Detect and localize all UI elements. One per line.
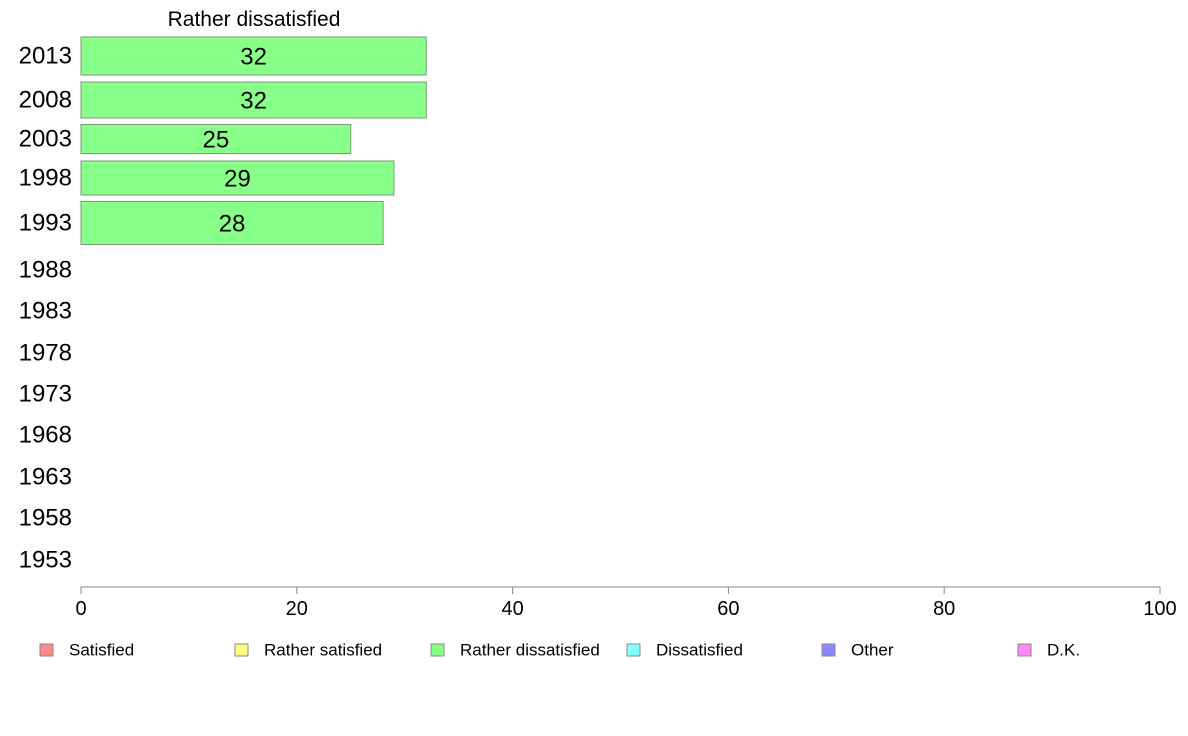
panel-title: Rather dissatisfied xyxy=(168,8,341,31)
legend-item-3: Rather dissatisfied xyxy=(430,641,600,660)
legend-label: Satisfied xyxy=(69,641,134,660)
x-tick-label-20: 20 xyxy=(286,598,308,620)
legend-item-1: Satisfied xyxy=(39,641,134,660)
legend-item-2: Rather satisfied xyxy=(234,641,382,660)
category-label-2003: 2003 xyxy=(19,126,72,153)
data-label-2013: 32 xyxy=(240,44,267,71)
legend-label: Other xyxy=(851,641,894,660)
data-label-1998: 29 xyxy=(224,166,251,193)
legend-swatch xyxy=(430,643,445,657)
category-label-2008: 2008 xyxy=(19,87,72,114)
legend-swatch xyxy=(626,643,641,657)
legend-item-5: Other xyxy=(821,641,894,660)
category-label-2013: 2013 xyxy=(19,43,72,70)
legend-swatch xyxy=(234,643,249,657)
x-tick-label-60: 60 xyxy=(717,598,739,620)
category-label-1958: 1958 xyxy=(19,505,72,532)
category-label-1988: 1988 xyxy=(19,257,72,284)
x-axis: 0 20 40 60 80 100 xyxy=(75,586,1177,620)
bar-2003 xyxy=(80,124,352,154)
legend-item-4: Dissatisfied xyxy=(626,641,743,660)
category-label-1953: 1953 xyxy=(19,547,72,574)
legend-label: Dissatisfied xyxy=(656,641,743,660)
bar-2013 xyxy=(80,36,427,76)
legend: Satisfied Rather satisfied Rather dissatis… xyxy=(39,641,1080,660)
legend-label: Rather dissatisfied xyxy=(460,641,600,660)
legend-swatch xyxy=(39,643,54,657)
category-label-1968: 1968 xyxy=(19,422,72,449)
bar-1993 xyxy=(80,201,384,245)
x-tick-label-0: 0 xyxy=(75,598,86,620)
x-tick-label-80: 80 xyxy=(933,598,955,620)
category-label-1993: 1993 xyxy=(19,210,72,237)
legend-swatch xyxy=(821,643,836,657)
legend-label: D.K. xyxy=(1047,641,1080,660)
data-label-2008: 32 xyxy=(240,88,267,115)
data-label-2003: 25 xyxy=(203,127,230,154)
bar-1998 xyxy=(80,160,395,196)
x-tick-label-100: 100 xyxy=(1143,598,1176,620)
legend-item-6: D.K. xyxy=(1017,641,1080,660)
category-label-1983: 1983 xyxy=(19,298,72,325)
data-label-1993: 28 xyxy=(219,211,246,238)
category-labels: 2013 2008 2003 1998 1993 1988 1983 1978 1973 1968… xyxy=(19,43,72,574)
bar-2008 xyxy=(80,81,427,119)
category-label-1978: 1978 xyxy=(19,340,72,367)
bars-group: 32 32 25 29 28 xyxy=(80,36,427,245)
legend-swatch xyxy=(1017,643,1032,657)
x-tick-label-40: 40 xyxy=(501,598,523,620)
category-label-1998: 1998 xyxy=(19,165,72,192)
category-label-1973: 1973 xyxy=(19,381,72,408)
category-label-1963: 1963 xyxy=(19,464,72,491)
legend-label: Rather satisfied xyxy=(264,641,382,660)
